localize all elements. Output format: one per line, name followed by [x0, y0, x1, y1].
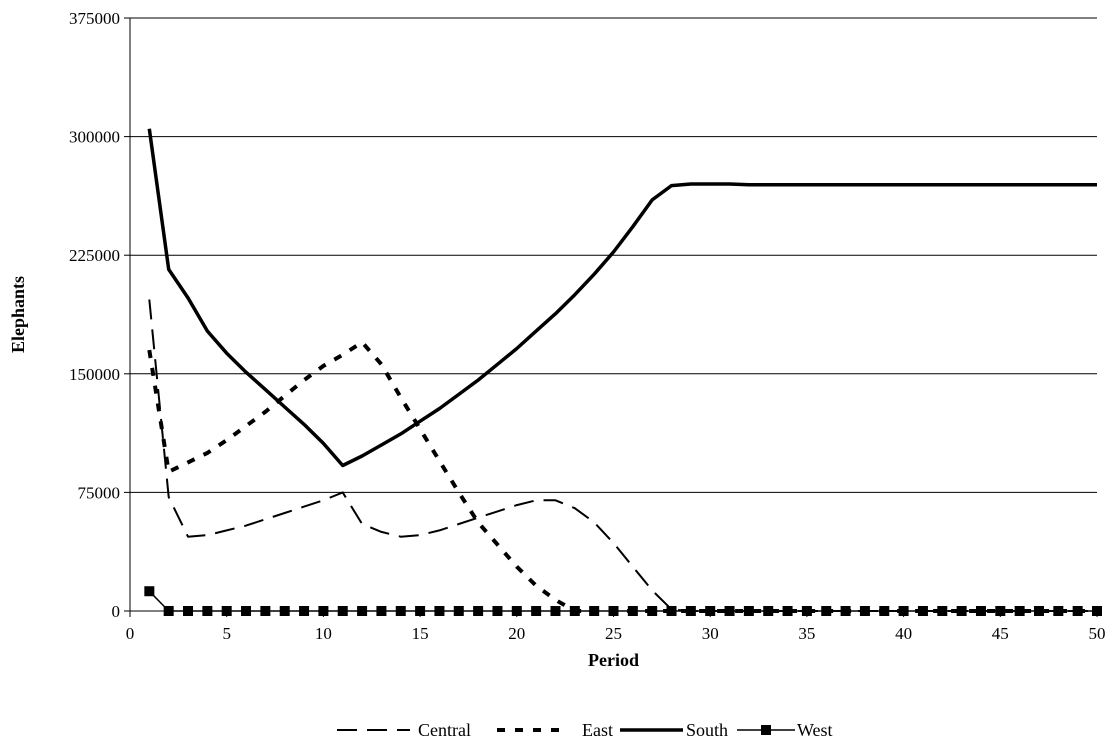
y-tick-label: 150000: [69, 365, 120, 384]
y-tick-label: 225000: [69, 246, 120, 265]
legend: Central East South West: [337, 720, 833, 740]
legend-label-south: South: [686, 720, 728, 740]
legend-item-east: East: [497, 720, 613, 740]
y-tick-label: 375000: [69, 9, 120, 28]
series-central: [148, 299, 1097, 612]
series-south: [147, 128, 1097, 468]
series-east: [147, 340, 1097, 613]
tick-labels: 0 75000 150000 225000 300000 375000 0 5 10 15 20 25…: [69, 9, 1106, 643]
legend-label-east: East: [582, 720, 613, 740]
gridlines: [130, 17, 1097, 493]
x-tick-label: 50: [1089, 624, 1106, 643]
x-tick-label: 35: [798, 624, 815, 643]
x-tick-label: 45: [992, 624, 1009, 643]
legend-label-west: West: [797, 720, 833, 740]
data-point-west: [144, 586, 155, 597]
series-line-east: [147, 340, 1097, 613]
axes: [124, 17, 1098, 617]
x-tick-label: 15: [412, 624, 429, 643]
x-tick-label: 0: [126, 624, 135, 643]
x-tick-label: 30: [702, 624, 719, 643]
y-tick-label: 0: [112, 602, 121, 621]
x-tick-label: 5: [222, 624, 231, 643]
series-west: [144, 586, 1102, 616]
series-line-south: [147, 128, 1097, 468]
y-tick-label: 75000: [78, 483, 121, 502]
legend-item-central: Central: [337, 720, 471, 740]
y-tick-label: 300000: [69, 128, 120, 147]
y-axis-title: Elephants: [8, 276, 28, 353]
legend-label-central: Central: [418, 720, 471, 740]
x-tick-label: 25: [605, 624, 622, 643]
x-tick-label: 10: [315, 624, 332, 643]
legend-item-south: South: [620, 720, 728, 740]
legend-marker-west: [761, 725, 771, 735]
series-line-central: [148, 299, 1097, 612]
legend-item-west: West: [737, 720, 833, 740]
x-tick-label: 40: [895, 624, 912, 643]
series-line-west: [148, 590, 1097, 612]
x-tick-label: 20: [508, 624, 525, 643]
series-lines: [144, 128, 1102, 616]
x-axis-title: Period: [588, 650, 639, 670]
